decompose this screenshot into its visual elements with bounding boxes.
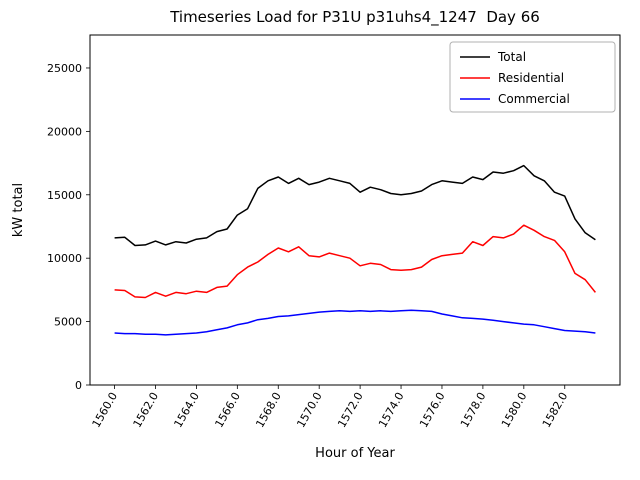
y-tick-label: 20000 [47,125,82,138]
series-line-residential [114,224,596,299]
x-tick-label: 1566.0 [212,390,243,430]
legend-label: Residential [498,71,564,85]
x-tick-label: 1572.0 [335,390,366,430]
legend: Total Residential Commercial [449,41,616,113]
series-lines [114,164,596,336]
x-tick-label: 1582.0 [540,390,571,430]
x-tick-label: 1562.0 [131,390,162,430]
y-axis-label: kW total [11,183,26,237]
x-tick-label: 1568.0 [253,390,284,430]
legend-box [449,41,616,113]
chart-title: Timeseries Load for P31U p31uhs4_1247 Da… [169,8,540,27]
x-tick-label: 1570.0 [294,390,325,430]
x-tick-label: 1574.0 [376,390,407,430]
x-tick-label: 1578.0 [458,390,489,430]
x-tick-label: 1564.0 [171,390,202,430]
x-tick-label: 1580.0 [499,390,530,430]
legend-label: Commercial [498,92,570,106]
y-tick-label: 25000 [47,62,82,75]
series-line-commercial [114,309,596,336]
axes-spines [89,34,621,386]
legend-label: Total [497,50,526,64]
x-tick-label: 1576.0 [417,390,448,430]
y-tick-label: 15000 [47,189,82,202]
x-axis-label: Hour of Year [315,446,395,461]
x-tick-label: 1560.0 [90,390,121,430]
y-tick-label: 5000 [54,316,82,329]
y-tick-label: 10000 [47,252,82,265]
series-line-total [114,164,596,247]
y-tick-label: 0 [75,379,82,392]
